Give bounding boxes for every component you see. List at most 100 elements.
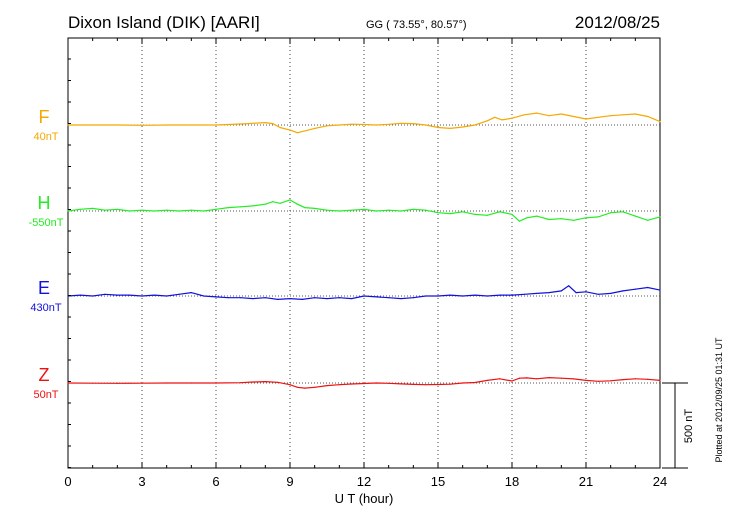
data-point-z [240,382,242,384]
data-point-f [296,132,298,134]
x-axis: 0 3 6 9 12 15 18 21 24 [64,38,667,489]
x-axis-title: U T (hour) [335,491,394,506]
data-point-h [518,220,521,222]
data-point-z [351,383,353,385]
data-point-f [215,124,217,126]
data-point-z [314,386,316,388]
x-tick-label: 3 [138,474,145,489]
data-point-h [449,212,451,215]
data-point-z [264,381,266,383]
data-point-e [314,297,316,299]
data-point-z [92,382,94,384]
data-point-e [575,292,577,294]
data-point-f [166,124,168,126]
data-point-f [240,123,242,125]
data-point-e [449,294,451,296]
data-point-e [548,292,550,294]
data-point-e [425,295,427,297]
data-point-z [388,382,390,384]
data-point-z [425,384,427,386]
data-point-z [560,377,562,379]
data-point-z [462,382,464,384]
data-point-z [400,383,402,385]
data-point-h [425,209,427,211]
data-point-h [67,210,69,212]
data-point-h [279,202,281,204]
data-point-f [264,122,266,124]
data-point-e [141,295,143,297]
data-point-f [494,116,496,118]
data-point-h [412,208,414,210]
data-point-e [92,295,94,297]
data-point-h [363,208,365,210]
data-point-h [153,210,155,212]
data-point-z [116,382,118,384]
data-point-h [190,209,192,211]
data-point-z [526,377,528,379]
data-point-h [585,217,587,219]
trace-name-h: H [38,193,51,213]
data-point-e [190,292,192,294]
data-point-h [560,218,562,220]
gridlines [141,38,587,468]
data-point-f [560,113,562,115]
data-point-z [511,380,513,382]
data-point-e [252,297,254,300]
data-point-z [190,382,192,384]
data-point-h [304,207,306,209]
data-point-z [296,386,298,388]
scale-bar-label: 500 nT [683,409,695,444]
data-point-f [501,119,503,121]
data-point-h [573,219,575,221]
data-point-e [486,295,488,297]
trace-baseline-z: 50nT [33,389,58,401]
data-point-f [141,124,143,126]
data-point-h [166,209,168,211]
data-point-h [326,209,328,211]
trace-labels: F 40nT H -550nT E 430nT Z 50nT [29,107,64,401]
data-point-z [499,378,501,380]
x-tick-label: 9 [286,474,293,489]
data-point-z [548,376,550,379]
scale-bar: 500 nT [662,382,695,469]
data-point-z [585,379,587,382]
data-point-e [462,295,464,297]
data-point-h [474,213,476,215]
data-point-f [647,115,649,118]
data-point-e [116,294,118,296]
trace-name-e: E [38,278,50,298]
data-point-z [610,380,612,382]
data-point-h [116,208,118,210]
data-point-z [474,381,476,384]
trace-e [67,285,661,301]
data-point-e [203,295,205,297]
trace-baseline-e: 430nT [30,302,61,314]
data-point-f [400,122,402,124]
data-point-e [301,298,303,300]
data-point-h [622,211,624,213]
data-point-h [141,209,143,211]
data-point-f [622,114,624,116]
data-point-h [296,203,298,205]
data-point-h [499,211,501,213]
data-point-h [104,209,106,211]
data-point-h [659,216,661,218]
data-point-z [166,382,168,384]
data-point-e [351,297,353,300]
data-point-f [659,121,661,123]
trace-z [67,376,661,389]
data-point-f [511,117,513,119]
data-point-e [227,297,229,299]
trace-name-z: Z [39,365,50,385]
data-point-f [272,123,274,125]
data-point-e [634,288,636,290]
data-point-h [536,215,538,217]
data-point-h [92,207,94,210]
chart-title: Dixon Island (DIK) [AARI] [68,13,260,32]
data-point-f [289,129,291,131]
data-point-e [659,289,661,291]
trace-h [67,199,661,222]
data-point-f [279,126,281,129]
data-point-e [129,294,131,296]
data-point-z [277,381,279,383]
